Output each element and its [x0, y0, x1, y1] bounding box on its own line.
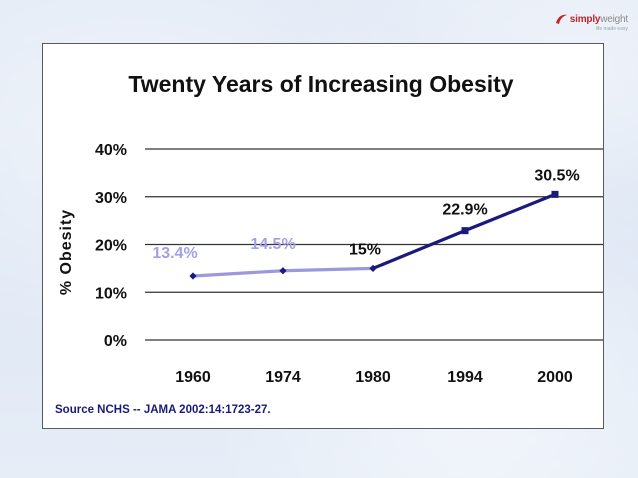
y-tick-label: 20%: [95, 238, 127, 255]
chart-title: Twenty Years of Increasing Obesity: [128, 71, 513, 97]
x-tick-label: 1974: [265, 369, 301, 386]
data-point: [279, 267, 287, 275]
source-note: Source NCHS -- JAMA 2002:14:1723-27.: [55, 404, 271, 416]
x-tick-label: 1980: [355, 369, 391, 386]
data-point: [551, 190, 559, 198]
y-tick-label: 10%: [95, 285, 127, 302]
y-axis-label: % Obesity: [58, 209, 75, 295]
swoosh-icon: [555, 14, 567, 24]
chart-panel: Twenty Years of Increasing Obesity 0% 10%…: [42, 43, 604, 429]
y-tick-label: 30%: [95, 190, 127, 207]
x-tick-label: 2000: [537, 369, 573, 386]
x-tick-label: 1960: [175, 369, 211, 386]
data-labels: 13.4% 14.5% 15% 22.9% 30.5%: [152, 167, 579, 262]
logo-text: simplyweight: [569, 13, 628, 25]
data-label: 14.5%: [250, 236, 295, 253]
y-tick-label: 40%: [95, 142, 127, 159]
data-point: [189, 272, 197, 280]
data-label: 15%: [349, 241, 381, 258]
data-label: 13.4%: [152, 245, 197, 262]
data-point: [461, 227, 469, 235]
data-point: [369, 264, 377, 272]
x-tick-label: 1994: [447, 369, 483, 386]
y-tick-label: 0%: [104, 333, 127, 350]
y-tick-labels: 0% 10% 20% 30% 40%: [95, 142, 127, 350]
data-points: [189, 190, 559, 280]
data-label: 30.5%: [534, 167, 579, 184]
logo-tagline: life made easy: [595, 26, 628, 32]
data-lines: [192, 192, 556, 278]
chart-svg: Twenty Years of Increasing Obesity 0% 10%…: [55, 71, 603, 416]
data-label: 22.9%: [442, 202, 487, 219]
x-tick-labels: 1960 1974 1980 1994 2000: [175, 369, 573, 386]
simplyweight-logo: simplyweight: [554, 8, 628, 30]
gridlines: [145, 148, 603, 341]
